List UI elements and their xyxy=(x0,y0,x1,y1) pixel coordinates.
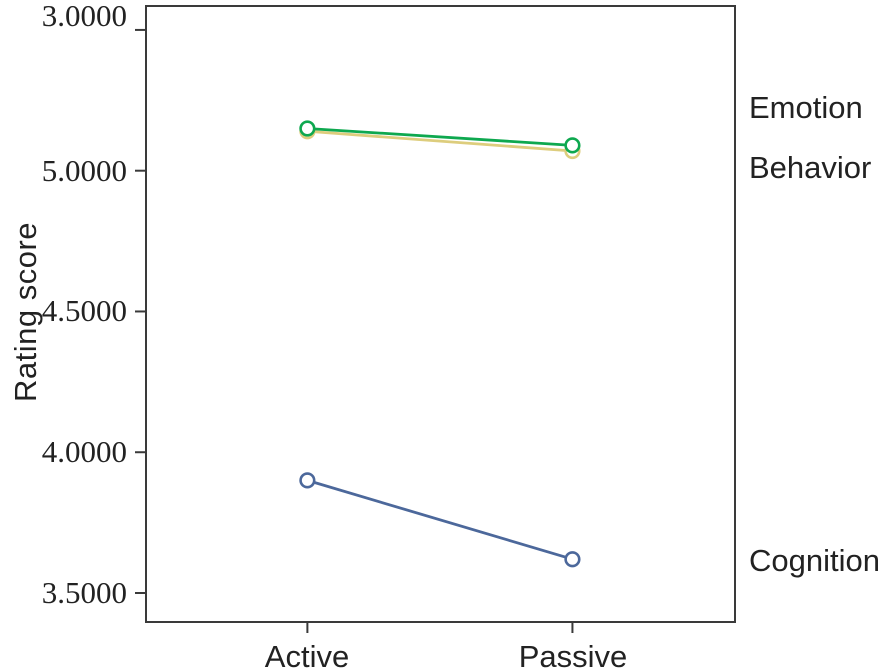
y-tick-label: 5.0000 xyxy=(41,153,127,188)
series-label-emotion: Emotion xyxy=(749,90,863,125)
y-tick-label: 3.0000 xyxy=(41,0,127,33)
y-tick-label: 3.5000 xyxy=(41,575,127,610)
y-tick-label: 4.0000 xyxy=(41,434,127,469)
x-tick-label-passive: Passive xyxy=(518,639,628,672)
x-tick-label-active: Active xyxy=(264,639,350,672)
series-label-behavior: Behavior xyxy=(749,150,872,185)
y-tick-label: 4.5000 xyxy=(41,293,127,328)
series-label-cognition: Cognition xyxy=(749,543,880,578)
